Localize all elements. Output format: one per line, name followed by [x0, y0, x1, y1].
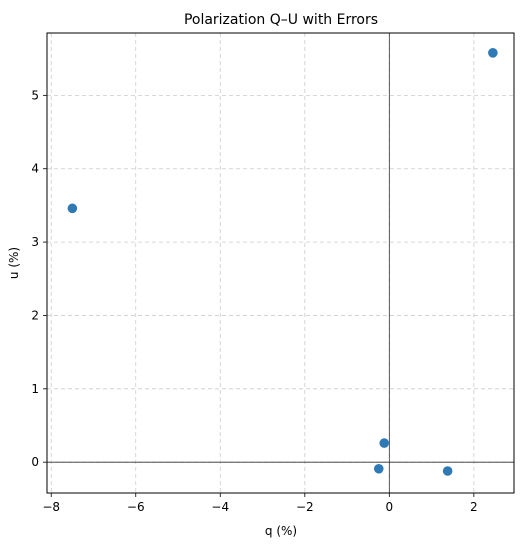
y-tick-label: 4 — [31, 162, 39, 176]
y-tick-label: 5 — [31, 88, 39, 102]
scatter-point — [488, 48, 498, 58]
y-tick-label: 0 — [31, 455, 39, 469]
scatter-point — [442, 466, 453, 476]
x-tick-label: 2 — [470, 500, 478, 514]
x-axis-label: q (%) — [265, 524, 297, 538]
chart-title: Polarization Q–U with Errors — [184, 12, 378, 28]
x-tick-label: −6 — [127, 500, 145, 514]
x-tick-label: −4 — [211, 500, 229, 514]
plot-frame — [46, 32, 515, 494]
x-tick-label: −8 — [42, 500, 60, 514]
plot-area — [47, 33, 514, 493]
y-axis-label: u (%) — [7, 247, 21, 279]
tick-labels: −8 −6 −4 −2 0 2 0 1 2 3 4 5 — [31, 88, 477, 514]
axis-ticks — [43, 94, 475, 497]
y-tick-label: 2 — [31, 308, 39, 322]
scatter-point — [379, 438, 390, 448]
y-tick-label: 1 — [31, 382, 39, 396]
reference-lines — [47, 33, 514, 493]
data-points — [67, 48, 498, 476]
scatter-point — [67, 203, 78, 214]
y-tick-label: 3 — [31, 235, 39, 249]
x-tick-label: −2 — [296, 500, 314, 514]
x-tick-label: 0 — [386, 500, 394, 514]
scatter-point — [373, 463, 384, 474]
